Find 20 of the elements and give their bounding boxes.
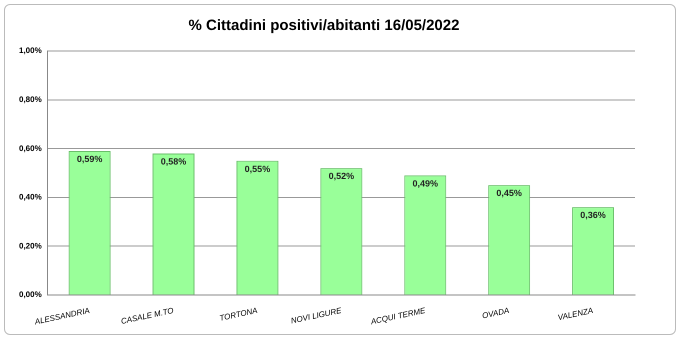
x-tick-label: VALENZA: [556, 306, 594, 322]
data-label: 0,59%: [76, 154, 102, 164]
data-label: 0,58%: [160, 156, 186, 166]
y-tick-label: 0,60%: [18, 144, 42, 153]
y-tick-label: 0,00%: [18, 290, 42, 300]
x-tick-label: CASALE M.TO: [120, 306, 174, 326]
y-tick-label: 0,20%: [18, 241, 42, 250]
data-label: 0,49%: [412, 178, 438, 188]
data-label: 0,52%: [328, 171, 354, 182]
y-tick-label: 0,40%: [18, 192, 42, 202]
data-label: 0,55%: [244, 164, 270, 174]
x-tick-label: ACQUI TERME: [369, 306, 427, 327]
chart-title: % Cittadini positivi/abitanti 16/05/2022: [188, 17, 460, 34]
y-tick-label: 0,80%: [18, 94, 42, 104]
data-label: 0,36%: [580, 210, 606, 220]
y-tick-label: 1,00%: [18, 46, 42, 56]
x-tick-label: TORTONA: [218, 306, 258, 323]
x-tick-label: OVADA: [481, 306, 510, 321]
data-label: 0,45%: [496, 188, 522, 198]
x-tick-label: NOVI LIGURE: [290, 306, 343, 326]
